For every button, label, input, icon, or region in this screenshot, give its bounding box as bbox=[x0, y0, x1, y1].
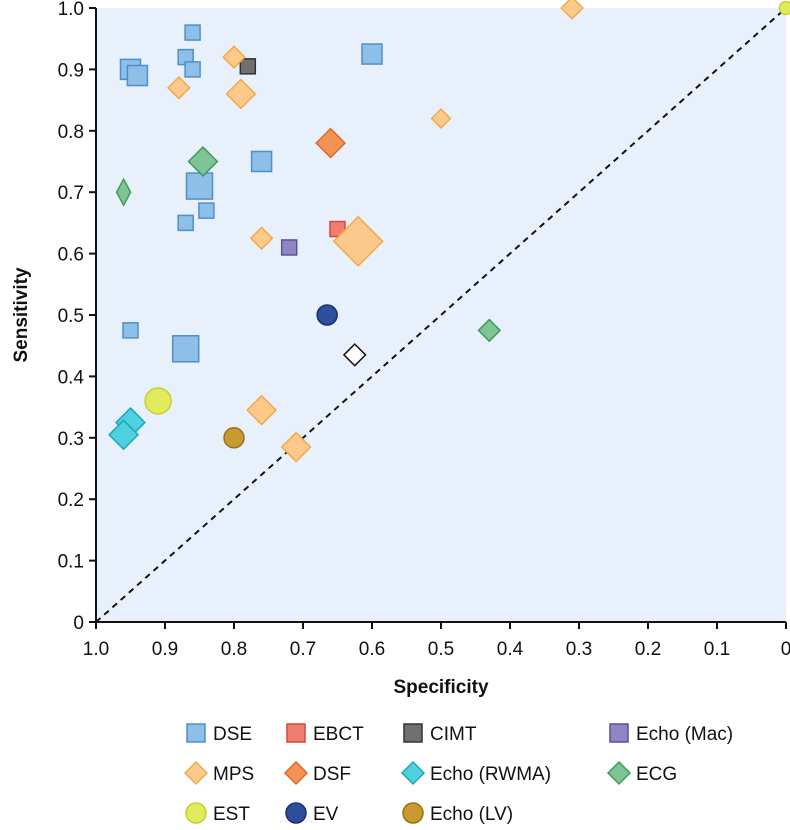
legend-item: DSE bbox=[186, 723, 252, 745]
data-point-mps bbox=[430, 108, 452, 129]
y-tick-label: 0.4 bbox=[58, 367, 85, 388]
y-tick-label: 0.8 bbox=[58, 122, 84, 143]
x-tick-label: 1.0 bbox=[83, 639, 109, 660]
legend-item: EST bbox=[185, 802, 250, 825]
legend: DSE EBCT CIMT Echo (Mac) MPS DSF Echo (RWMA) EC… bbox=[183, 723, 733, 825]
x-tick-label: 0.1 bbox=[704, 639, 730, 660]
x-tick-label: 0.5 bbox=[428, 639, 454, 660]
legend-swatch-echo-rwma bbox=[400, 760, 426, 786]
legend-item: Echo (RWMA) bbox=[400, 760, 551, 786]
x-tick-label: 0.4 bbox=[497, 639, 524, 660]
x-tick-label: 0.3 bbox=[566, 639, 592, 660]
legend-item: Echo (LV) bbox=[402, 802, 513, 825]
data-points bbox=[108, 0, 790, 463]
y-tick-label: 0.6 bbox=[58, 245, 84, 266]
data-point-mps bbox=[222, 45, 246, 69]
y-axis-ticks: 0 0.1 0.2 0.3 0.4 0.5 0.6 0.7 0.8 0.9 1.0 bbox=[58, 0, 96, 634]
legend-item: EV bbox=[285, 802, 339, 825]
y-tick-label: 0.5 bbox=[58, 306, 84, 327]
legend-label: Echo (RWMA) bbox=[430, 764, 551, 785]
data-point-dsf bbox=[315, 127, 347, 159]
x-tick-label: 0.7 bbox=[290, 639, 316, 660]
y-tick-label: 0 bbox=[73, 613, 84, 634]
legend-label: EBCT bbox=[313, 724, 364, 745]
data-point-mps bbox=[332, 215, 384, 267]
x-axis-ticks: 1.0 0.9 0.8 0.7 0.6 0.5 0.4 0.3 0.2 0.1 0 bbox=[83, 622, 790, 660]
legend-swatch-est bbox=[185, 802, 207, 824]
legend-swatch-echo-mac bbox=[609, 723, 629, 743]
legend-item: EBCT bbox=[286, 723, 364, 745]
data-point-mps bbox=[560, 0, 584, 20]
x-tick-label: 0 bbox=[781, 639, 790, 660]
data-point-dse bbox=[126, 64, 149, 87]
data-point-est bbox=[144, 387, 172, 415]
x-tick-label: 0.8 bbox=[221, 639, 247, 660]
legend-label: Echo (Mac) bbox=[636, 724, 733, 745]
legend-label: DSF bbox=[313, 764, 351, 785]
x-tick-label: 0.6 bbox=[359, 639, 385, 660]
data-point-dse bbox=[177, 214, 194, 232]
data-point-dse bbox=[250, 150, 273, 173]
legend-swatch-ev bbox=[285, 802, 307, 824]
data-point-mps bbox=[280, 431, 312, 463]
y-axis-title: Sensitivity bbox=[11, 267, 32, 362]
legend-label: CIMT bbox=[430, 724, 477, 745]
y-tick-label: 0.3 bbox=[58, 429, 84, 450]
data-point-unlabeled bbox=[342, 343, 367, 367]
y-tick-label: 0.1 bbox=[58, 552, 84, 573]
data-point-ecg bbox=[477, 318, 502, 343]
legend-label: EST bbox=[213, 804, 250, 825]
legend-label: ECG bbox=[636, 764, 677, 785]
legend-swatch-ecg bbox=[606, 760, 632, 786]
legend-label: EV bbox=[313, 804, 339, 825]
legend-swatch-mps bbox=[183, 760, 209, 786]
data-point-dse bbox=[184, 24, 201, 41]
data-point-dse bbox=[198, 202, 215, 219]
data-point-est bbox=[778, 0, 790, 16]
x-tick-label: 0.9 bbox=[152, 639, 178, 660]
legend-swatch-dse bbox=[186, 723, 206, 743]
data-point-mps bbox=[246, 394, 278, 426]
legend-label: MPS bbox=[213, 764, 254, 785]
y-tick-label: 1.0 bbox=[58, 0, 84, 20]
data-point-mps bbox=[225, 78, 257, 110]
data-point-ev bbox=[316, 304, 338, 326]
legend-swatch-ebct bbox=[286, 723, 306, 743]
data-point-dse bbox=[184, 61, 201, 78]
y-tick-label: 0.9 bbox=[58, 60, 84, 81]
y-tick-label: 0.7 bbox=[58, 183, 84, 204]
data-point-echo-mac bbox=[280, 239, 298, 256]
x-axis-title: Specificity bbox=[393, 677, 488, 698]
legend-item: Echo (Mac) bbox=[609, 723, 733, 745]
data-point-mps bbox=[249, 226, 274, 251]
legend-swatch-echo-lv bbox=[402, 802, 424, 824]
legend-item: MPS bbox=[183, 760, 254, 786]
legend-swatch-cimt bbox=[403, 723, 423, 743]
data-point-dse bbox=[361, 43, 383, 65]
data-point-dse bbox=[122, 322, 139, 339]
data-point-ecg bbox=[115, 177, 132, 207]
data-point-ecg bbox=[187, 146, 219, 177]
x-tick-label: 0.2 bbox=[635, 639, 661, 660]
legend-item: CIMT bbox=[403, 723, 477, 745]
data-point-echo-lv bbox=[223, 427, 245, 449]
legend-item: ECG bbox=[606, 760, 677, 786]
data-point-dse bbox=[171, 335, 200, 363]
legend-swatch-dsf bbox=[283, 760, 309, 786]
data-point-mps bbox=[166, 75, 191, 100]
data-point-echo-rwma bbox=[108, 419, 140, 451]
legend-item: DSF bbox=[283, 760, 351, 786]
data-point-cimt bbox=[239, 58, 257, 75]
legend-label: DSE bbox=[213, 724, 252, 745]
y-tick-label: 0.2 bbox=[58, 490, 84, 511]
data-point-dse bbox=[185, 172, 214, 200]
legend-label: Echo (LV) bbox=[430, 804, 513, 825]
